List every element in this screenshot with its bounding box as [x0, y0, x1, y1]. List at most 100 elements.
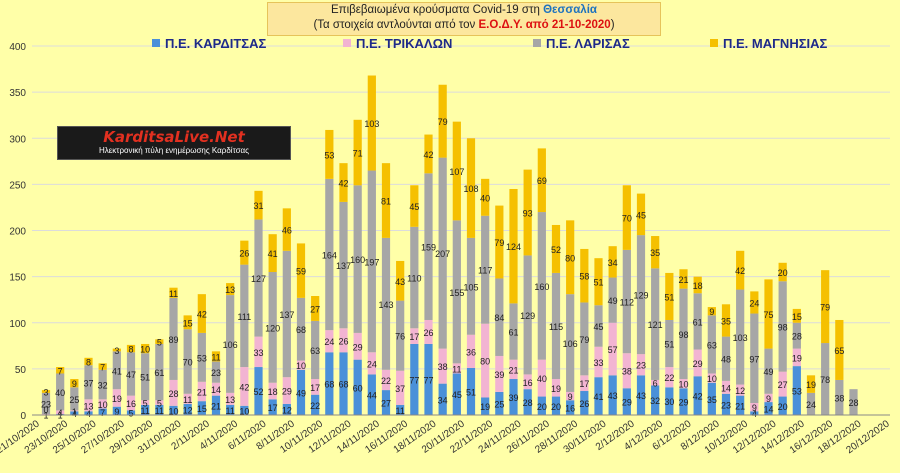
bar-value-label: 1 — [43, 411, 48, 421]
legend-larisa: Π.Ε. ΛΑΡΙΣΑΣ — [533, 36, 630, 51]
bar-value-label: 37 — [83, 378, 93, 388]
bar-segment — [56, 373, 65, 411]
bar-segment — [282, 403, 291, 415]
bar-segment — [750, 403, 759, 412]
bar-value-label: 197 — [364, 257, 379, 267]
bar-segment — [56, 410, 65, 415]
bar-value-label: 39 — [508, 393, 518, 403]
bar-segment — [296, 360, 306, 370]
bar-value-label: 45 — [593, 322, 603, 332]
bar-value-label: 71 — [353, 149, 363, 159]
bar-value-label: 3 — [43, 387, 48, 397]
bar-value-label: 129 — [633, 291, 648, 301]
bar-value-label: 47 — [126, 370, 136, 380]
bar-segment — [636, 354, 646, 376]
bar-value-label: 11 — [211, 352, 220, 362]
bar-value-label: 10 — [239, 406, 249, 416]
bar-value-label: 19 — [806, 380, 816, 390]
bar-segment — [707, 315, 716, 374]
bar-segment — [679, 379, 688, 389]
bar-segment — [268, 272, 277, 383]
legend-swatch — [343, 39, 351, 47]
bar-segment — [523, 389, 532, 415]
bar-value-label: 155 — [449, 288, 464, 298]
bar-value-label: 79 — [438, 117, 448, 127]
bar-segment — [84, 365, 93, 400]
bar-segment — [537, 148, 546, 213]
y-tick-label: 400 — [9, 42, 26, 53]
bar-value-label: 79 — [494, 238, 504, 248]
bar-segment — [537, 212, 546, 360]
bar-value-label: 17 — [409, 332, 419, 342]
bar-value-label: 42 — [735, 266, 745, 276]
bar-value-label: 51 — [664, 292, 674, 302]
bar-value-label: 4 — [86, 409, 91, 419]
bar-value-label: 1 — [58, 411, 63, 421]
bar-value-label: 160 — [350, 255, 365, 265]
bar-value-label: 29 — [693, 359, 703, 369]
bar-segment — [466, 138, 476, 238]
bar-segment — [792, 308, 801, 323]
bar-segment — [466, 334, 476, 368]
bar-value-label: 108 — [463, 184, 478, 194]
bar-segment — [736, 250, 745, 290]
bar-value-label: 143 — [378, 300, 393, 310]
bar-segment — [70, 387, 79, 411]
bar-value-label: 32 — [98, 381, 108, 391]
bar-segment — [367, 170, 376, 353]
bar-segment — [594, 305, 603, 347]
bar-value-label: 76 — [395, 332, 405, 342]
bar-segment — [155, 343, 164, 401]
bar-segment — [254, 219, 263, 337]
bar-segment — [580, 248, 589, 303]
bar-value-label: 11 — [169, 289, 178, 299]
bar-value-label: 17 — [310, 383, 320, 393]
bar-segment — [339, 201, 348, 329]
bar-segment — [736, 395, 745, 415]
bar-segment — [721, 380, 731, 394]
bar-value-label: 8 — [128, 345, 133, 355]
title-line-1: Επιβεβαιωμένα κρούσματα Covid-19 στη Θεσ… — [331, 4, 597, 16]
bar-value-label: 22 — [310, 401, 320, 411]
bar-segment — [98, 399, 107, 409]
bar-segment — [679, 288, 688, 380]
bar-segment — [211, 395, 221, 415]
bar-value-label: 48 — [721, 355, 731, 365]
bar-value-label: 9 — [752, 403, 757, 413]
bar-value-label: 19 — [112, 394, 122, 404]
bar-value-label: 0 — [43, 405, 48, 415]
bar-segment — [778, 396, 787, 415]
bar-value-label: 75 — [763, 310, 773, 320]
bar-value-label: 35 — [650, 248, 660, 258]
bar-value-label: 60 — [353, 383, 363, 393]
bar-value-label: 1 — [72, 407, 77, 417]
bar-segment — [721, 336, 731, 381]
bar-segment — [693, 293, 702, 350]
bar-segment — [509, 303, 518, 360]
bar-value-label: 77 — [423, 375, 433, 385]
bar-value-label: 160 — [534, 282, 549, 292]
bar-segment — [594, 346, 603, 378]
bar-segment — [481, 215, 490, 324]
bar-value-label: 20 — [551, 402, 561, 412]
bar-segment — [566, 220, 575, 295]
bar-value-label: 42 — [423, 150, 433, 160]
bar-segment — [325, 352, 334, 415]
bar-value-label: 19 — [551, 384, 561, 394]
bar-value-label: 80 — [565, 253, 575, 263]
bar-value-label: 106 — [563, 339, 578, 349]
bar-value-label: 20 — [537, 402, 547, 412]
bar-segment — [466, 237, 476, 335]
bar-segment — [183, 329, 192, 394]
x-axis-ticks: 21/10/202023/10/202025/10/202027/10/2020… — [0, 418, 892, 456]
bar-segment — [268, 234, 277, 273]
bar-value-label: 28 — [792, 332, 802, 342]
bar-segment — [750, 313, 759, 404]
legend-swatch — [533, 39, 541, 47]
bar-segment — [523, 169, 532, 256]
bar-segment — [211, 382, 221, 396]
bar-value-label: 11 — [183, 395, 192, 405]
bar-value-label: 97 — [749, 354, 759, 364]
bar-value-label: 24 — [367, 359, 377, 369]
bar-segment — [665, 272, 674, 320]
